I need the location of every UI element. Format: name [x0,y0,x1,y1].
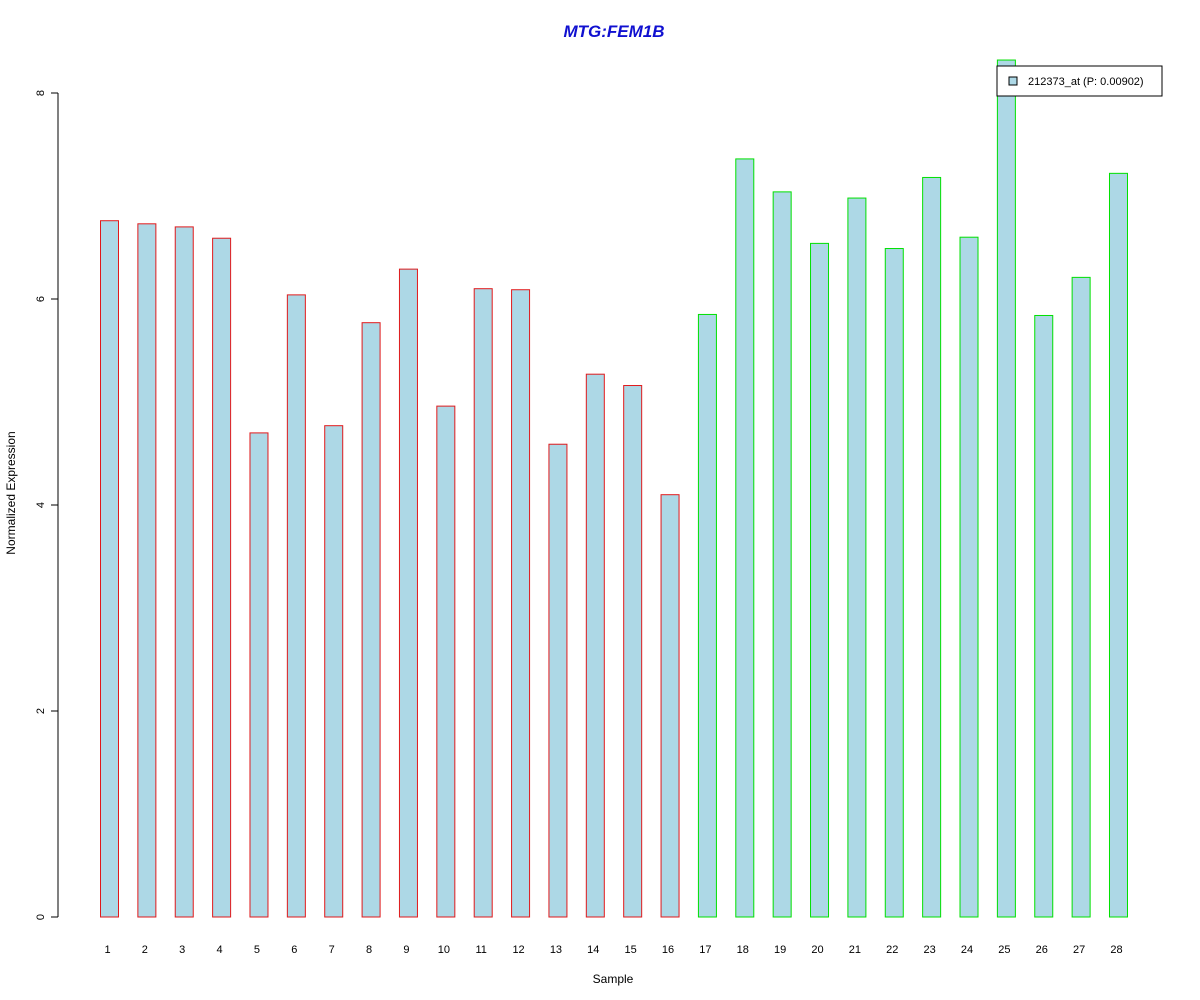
bar-sample-20 [810,242,830,918]
bar-sample-4 [212,237,232,918]
bar-sample-14 [585,373,605,918]
bar-sample-16 [660,494,680,918]
bar-sample-19 [772,191,792,918]
x-tick-label: 5 [254,944,260,956]
x-tick-labels: 1 2 3 4 5 6 7 8 9 10 11 12 13 14 15 16 17 18 19 20 21 22 23 24 2… [104,944,1122,956]
x-tick-label: 8 [366,944,372,956]
y-tick-label: 4 [35,502,47,508]
bar-sample-6 [286,294,306,918]
bar-sample-5 [249,432,269,918]
bar-sample-21 [847,197,867,918]
y-tick-label: 8 [35,90,47,96]
bar-sample-1 [100,220,119,918]
bars [100,59,1128,918]
bar-sample-18 [735,158,755,918]
bar-sample-17 [697,313,717,918]
x-tick-label: 10 [438,944,450,956]
x-tick-label: 19 [774,944,786,956]
x-tick-label: 28 [1110,944,1122,956]
y-tick-label: 6 [35,296,47,302]
bar-sample-10 [436,405,456,918]
bar-sample-15 [623,385,643,918]
bar-sample-26 [1034,314,1054,918]
x-tick-label: 15 [625,944,637,956]
bar-sample-23 [922,176,942,918]
bar-sample-22 [884,248,904,918]
bar-sample-3 [174,226,194,918]
bar-sample-2 [137,223,157,918]
x-tick-label: 24 [961,944,973,956]
x-tick-label: 12 [512,944,524,956]
x-tick-label: 22 [886,944,898,956]
bar-sample-24 [959,236,979,918]
x-tick-label: 26 [1036,944,1048,956]
x-tick-label: 17 [699,944,711,956]
bar-sample-12 [511,289,531,918]
bar-sample-25 [996,59,1016,918]
x-tick-label: 14 [587,944,599,956]
x-tick-label: 1 [104,944,110,956]
legend: 212373_at (P: 0.00902) [996,65,1163,97]
x-tick-label: 25 [998,944,1010,956]
x-tick-label: 27 [1073,944,1085,956]
x-tick-label: 16 [662,944,674,956]
y-ticks: 0 2 4 6 8 [35,90,58,920]
bar-sample-9 [398,268,418,918]
x-tick-label: 7 [329,944,335,956]
x-tick-label: 11 [475,944,486,956]
bar-sample-27 [1071,276,1091,918]
chart-title: MTG:FEM1B [563,22,664,41]
y-axis-label: Normalized Expression [4,431,18,554]
y-tick-label: 2 [35,708,47,714]
bar-sample-11 [473,288,493,918]
y-tick-label: 0 [35,914,47,920]
x-tick-label: 3 [179,944,185,956]
bar-sample-13 [548,443,568,918]
bar-sample-7 [324,425,344,918]
x-axis-label: Sample [593,972,634,986]
legend-swatch [1008,76,1018,86]
bar-sample-8 [361,322,381,918]
x-tick-label: 6 [291,944,297,956]
x-tick-label: 20 [811,944,823,956]
bar-sample-28 [1108,172,1128,918]
x-tick-label: 13 [550,944,562,956]
x-tick-label: 9 [403,944,409,956]
legend-box [996,65,1163,97]
x-tick-label: 2 [142,944,148,956]
x-tick-label: 18 [737,944,749,956]
x-tick-label: 23 [924,944,936,956]
legend-label: 212373_at (P: 0.00902) [1028,76,1144,88]
x-tick-label: 21 [849,944,861,956]
x-tick-label: 4 [217,944,223,956]
